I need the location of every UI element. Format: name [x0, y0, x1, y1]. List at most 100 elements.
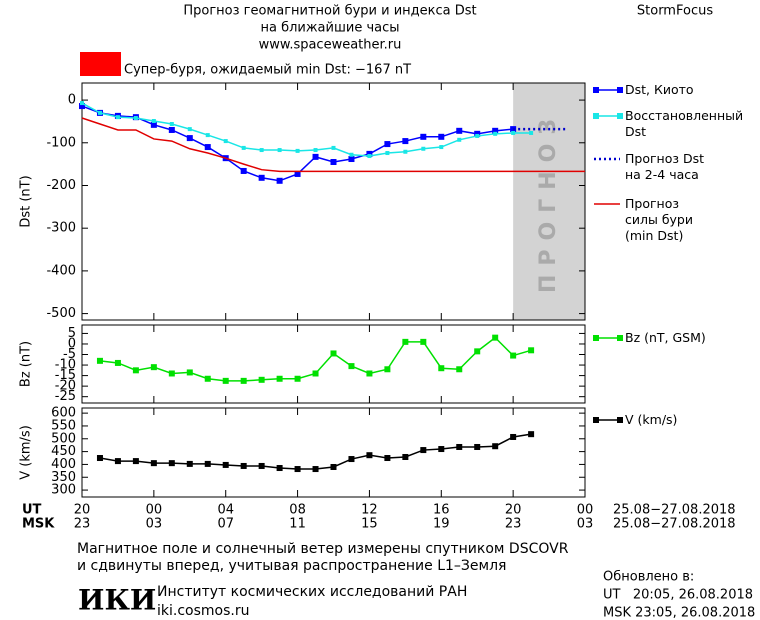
note: и сдвинуты вперед, учитывая распростране… [77, 558, 506, 574]
marker [438, 365, 445, 372]
marker [420, 338, 427, 345]
marker [456, 127, 463, 134]
legend-marker [617, 417, 623, 423]
storm-swatch [80, 52, 121, 76]
y-tick-label: 600 [51, 406, 76, 421]
y-tick-label: -10 [55, 358, 76, 373]
marker [492, 443, 499, 450]
x-tick-label: 19 [433, 517, 450, 532]
legend-label: Прогноз силы бури (min Dst) [625, 196, 693, 243]
marker [402, 453, 409, 460]
y-axis-label: Dst (nT) [19, 175, 34, 227]
x-tick-label: 08 [289, 503, 306, 518]
legend-marker [617, 87, 623, 93]
marker [475, 133, 480, 138]
marker [348, 156, 355, 163]
marker [204, 375, 211, 382]
x-tick-label: 03 [577, 517, 594, 532]
marker [222, 377, 229, 384]
x-tick-label: 23 [74, 517, 91, 532]
marker [439, 145, 444, 150]
marker [403, 149, 408, 154]
series-line [81, 117, 585, 173]
marker [457, 137, 462, 142]
x-tick-label: 00 [146, 503, 163, 518]
updated: Обновлено в: [603, 570, 694, 585]
x-tick-label: 11 [289, 517, 306, 532]
marker [474, 443, 481, 450]
legend-marker [617, 335, 623, 341]
y-tick-label: -500 [46, 306, 76, 321]
legend-marker [593, 417, 599, 423]
plot-frame [81, 324, 586, 404]
marker [438, 446, 445, 453]
y-axis-label: V (km/s) [19, 425, 34, 480]
marker [187, 127, 192, 132]
url: www.spaceweather.ru [259, 38, 402, 53]
marker [511, 130, 516, 135]
marker [367, 154, 372, 159]
plot-frame [81, 82, 586, 321]
marker [168, 126, 175, 133]
marker [312, 153, 319, 160]
x-tick-label: 07 [217, 517, 234, 532]
marker [240, 462, 247, 469]
marker [312, 370, 319, 377]
marker [276, 375, 283, 382]
y-tick-label: -300 [46, 221, 76, 236]
marker [97, 110, 102, 115]
marker [186, 369, 193, 376]
marker [258, 376, 265, 383]
marker [96, 455, 103, 462]
marker [258, 462, 265, 469]
y-tick-label: 5 [68, 326, 76, 341]
y-tick-label: 350 [51, 470, 76, 485]
plot-frame [81, 407, 586, 498]
x-tick-label: 00 [577, 503, 594, 518]
y-tick-label: -5 [63, 347, 76, 362]
marker [330, 463, 337, 470]
marker [366, 370, 373, 377]
marker [330, 350, 337, 357]
x-tick-label: 20 [505, 503, 522, 518]
marker [258, 174, 265, 181]
marker [168, 460, 175, 467]
marker [204, 460, 211, 467]
marker [80, 101, 84, 106]
marker [313, 148, 318, 153]
marker [277, 148, 282, 153]
title: Прогноз геомагнитной бури и индекса Dst [183, 4, 476, 19]
marker [223, 139, 228, 144]
marker [114, 359, 121, 366]
forecast-region [513, 83, 585, 320]
marker [330, 159, 337, 165]
marker [168, 370, 175, 377]
marker [421, 146, 426, 151]
marker [420, 447, 427, 454]
marker [384, 455, 391, 462]
marker [385, 151, 390, 156]
marker [402, 138, 409, 145]
legend-label: Dst, Киото [625, 82, 694, 97]
ut-label: UT [22, 503, 42, 518]
x-tick-label: 03 [146, 517, 163, 532]
marker [204, 144, 211, 151]
x-tick-label: 15 [361, 517, 378, 532]
marker [493, 131, 498, 136]
marker [456, 443, 463, 450]
marker [169, 121, 174, 126]
marker [259, 148, 264, 153]
marker [205, 133, 210, 138]
y-tick-label: -200 [46, 178, 76, 193]
marker [133, 116, 138, 121]
marker [295, 148, 300, 153]
y-tick-label: -25 [55, 389, 76, 404]
brand: StormFocus [637, 4, 713, 19]
marker [240, 377, 247, 384]
y-tick-label: -15 [55, 368, 76, 383]
y-tick-label: 400 [51, 457, 76, 472]
x-tick-label: 20 [74, 503, 91, 518]
marker [348, 363, 355, 370]
marker [241, 145, 246, 150]
